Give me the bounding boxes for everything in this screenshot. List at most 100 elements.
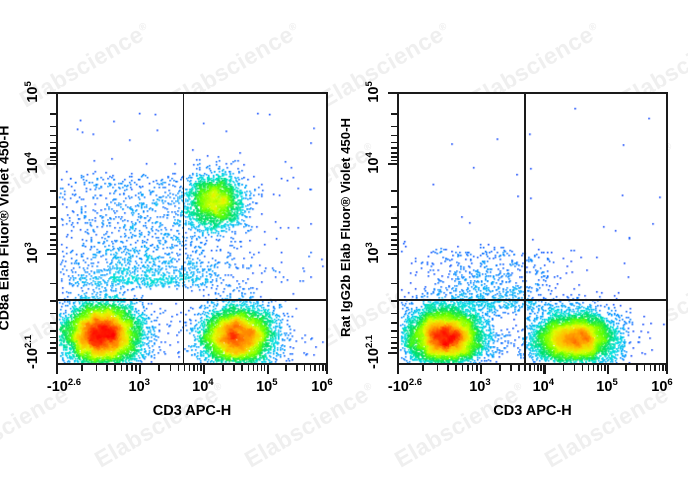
x-axis-minor-tick	[81, 365, 83, 371]
x-axis-minor-tick	[593, 365, 595, 371]
y-axis-major-tick	[47, 163, 56, 165]
y-axis-minor-tick	[50, 233, 56, 235]
y-axis-ticks-right	[397, 0, 398, 490]
y-axis-minor-tick	[391, 113, 397, 115]
x-axis-major-tick	[480, 365, 482, 374]
y-axis-minor-tick	[50, 347, 56, 349]
scatter-plot-area-right[interactable]	[397, 92, 668, 365]
x-axis-minor-tick	[121, 365, 123, 371]
x-axis-minor-tick	[304, 365, 306, 371]
y-axis-minor-tick	[50, 300, 56, 302]
x-axis-minor-tick	[472, 365, 474, 371]
x-axis-major-tick	[666, 365, 668, 374]
x-axis-minor-tick	[310, 365, 312, 371]
y-axis-minor-tick	[50, 152, 56, 154]
y-axis-tick-label: 103	[364, 231, 382, 275]
y-axis-tick-label: 105	[364, 70, 382, 114]
x-axis-minor-tick	[437, 365, 439, 371]
x-axis-title-right: CD3 APC-H	[344, 403, 688, 419]
y-axis-minor-tick	[391, 152, 397, 154]
x-axis-minor-tick	[650, 365, 652, 371]
x-axis-minor-tick	[654, 365, 656, 371]
y-axis-minor-tick	[50, 113, 56, 115]
y-axis-minor-tick	[391, 347, 397, 349]
x-axis-major-tick	[267, 365, 269, 374]
y-axis-major-tick	[388, 92, 397, 94]
x-axis-minor-tick	[126, 365, 128, 371]
x-axis-tick-label: -102.6	[34, 377, 94, 395]
x-axis-minor-tick	[588, 365, 590, 371]
x-axis-tick-label: 103	[109, 377, 169, 395]
x-axis-minor-tick	[462, 365, 464, 371]
y-axis-minor-tick	[391, 147, 397, 149]
x-axis-minor-tick	[537, 365, 539, 371]
x-axis-major-tick	[56, 365, 58, 374]
quadrant-horizontal-gate-right[interactable]	[399, 299, 666, 301]
x-axis-minor-tick	[241, 365, 243, 371]
x-axis-tick-label: 105	[577, 377, 637, 395]
x-axis-minor-tick	[524, 365, 526, 371]
x-axis-minor-tick	[200, 365, 202, 371]
y-axis-minor-tick	[391, 249, 397, 251]
x-axis-minor-tick	[518, 365, 520, 371]
x-axis-minor-tick	[178, 365, 180, 371]
x-axis-minor-tick	[170, 365, 172, 371]
y-axis-minor-tick	[50, 313, 56, 315]
x-axis-minor-tick	[447, 365, 449, 371]
x-axis-minor-tick	[114, 365, 116, 371]
y-axis-tick-label: 104	[364, 141, 382, 185]
x-axis-minor-tick	[625, 365, 627, 371]
y-axis-minor-tick	[391, 313, 397, 315]
flow-plot-panel-left: CD8a Elab Fluor® Violet 450-H 105 104 103-…	[0, 0, 344, 490]
y-axis-minor-tick	[391, 244, 397, 246]
y-axis-minor-tick	[391, 142, 397, 144]
y-axis-tick-label: 104	[23, 141, 41, 185]
quadrant-horizontal-gate-left[interactable]	[58, 299, 326, 301]
y-axis-minor-tick	[50, 156, 56, 158]
y-axis-minor-tick	[391, 156, 397, 158]
y-axis-minor-tick	[50, 330, 56, 332]
y-axis-minor-tick	[391, 283, 397, 285]
x-axis-minor-tick	[296, 365, 298, 371]
y-axis-minor-tick	[50, 206, 56, 208]
x-axis-minor-tick	[189, 365, 191, 371]
y-axis-minor-tick	[50, 226, 56, 228]
x-axis-minor-tick	[510, 365, 512, 371]
quadrant-vertical-gate-left[interactable]	[183, 94, 185, 363]
quadrant-vertical-gate-right[interactable]	[524, 94, 526, 363]
y-axis-minor-tick	[391, 190, 397, 192]
y-axis-minor-tick	[50, 322, 56, 324]
x-axis-minor-tick	[233, 365, 235, 371]
x-axis-minor-tick	[264, 365, 266, 371]
x-axis-minor-tick	[285, 365, 287, 371]
y-axis-minor-tick	[391, 337, 397, 339]
x-axis-minor-tick	[582, 365, 584, 371]
x-axis-minor-tick	[601, 365, 603, 371]
x-axis-minor-tick	[96, 365, 98, 371]
y-axis-minor-tick	[391, 330, 397, 332]
x-axis-minor-tick	[197, 365, 199, 371]
x-axis-minor-tick	[540, 365, 542, 371]
y-axis-minor-tick	[50, 239, 56, 241]
y-axis-minor-tick	[50, 142, 56, 144]
x-axis-minor-tick	[534, 365, 536, 371]
x-axis-minor-tick	[604, 365, 606, 371]
y-axis-minor-tick	[50, 217, 56, 219]
x-axis-tick-labels-left: -102.6 103 104 105 106	[0, 377, 344, 401]
y-axis-minor-tick	[50, 342, 56, 344]
x-axis-minor-tick	[467, 365, 469, 371]
x-axis-minor-tick	[476, 365, 478, 371]
y-axis-minor-tick	[391, 126, 397, 128]
x-axis-tick-labels-right: -102.6 103 104 105 106	[344, 377, 688, 401]
density-scatter-canvas-right	[399, 94, 666, 363]
y-axis-minor-tick	[50, 135, 56, 137]
y-axis-tick-label: 103	[23, 231, 41, 275]
x-axis-minor-tick	[636, 365, 638, 371]
y-axis-minor-tick	[391, 160, 397, 162]
y-axis-major-tick	[47, 253, 56, 255]
x-axis-minor-tick	[319, 365, 321, 371]
x-axis-minor-tick	[106, 365, 108, 371]
x-axis-minor-tick	[131, 365, 133, 371]
scatter-plot-area-left[interactable]	[56, 92, 328, 365]
y-axis-minor-tick	[50, 337, 56, 339]
